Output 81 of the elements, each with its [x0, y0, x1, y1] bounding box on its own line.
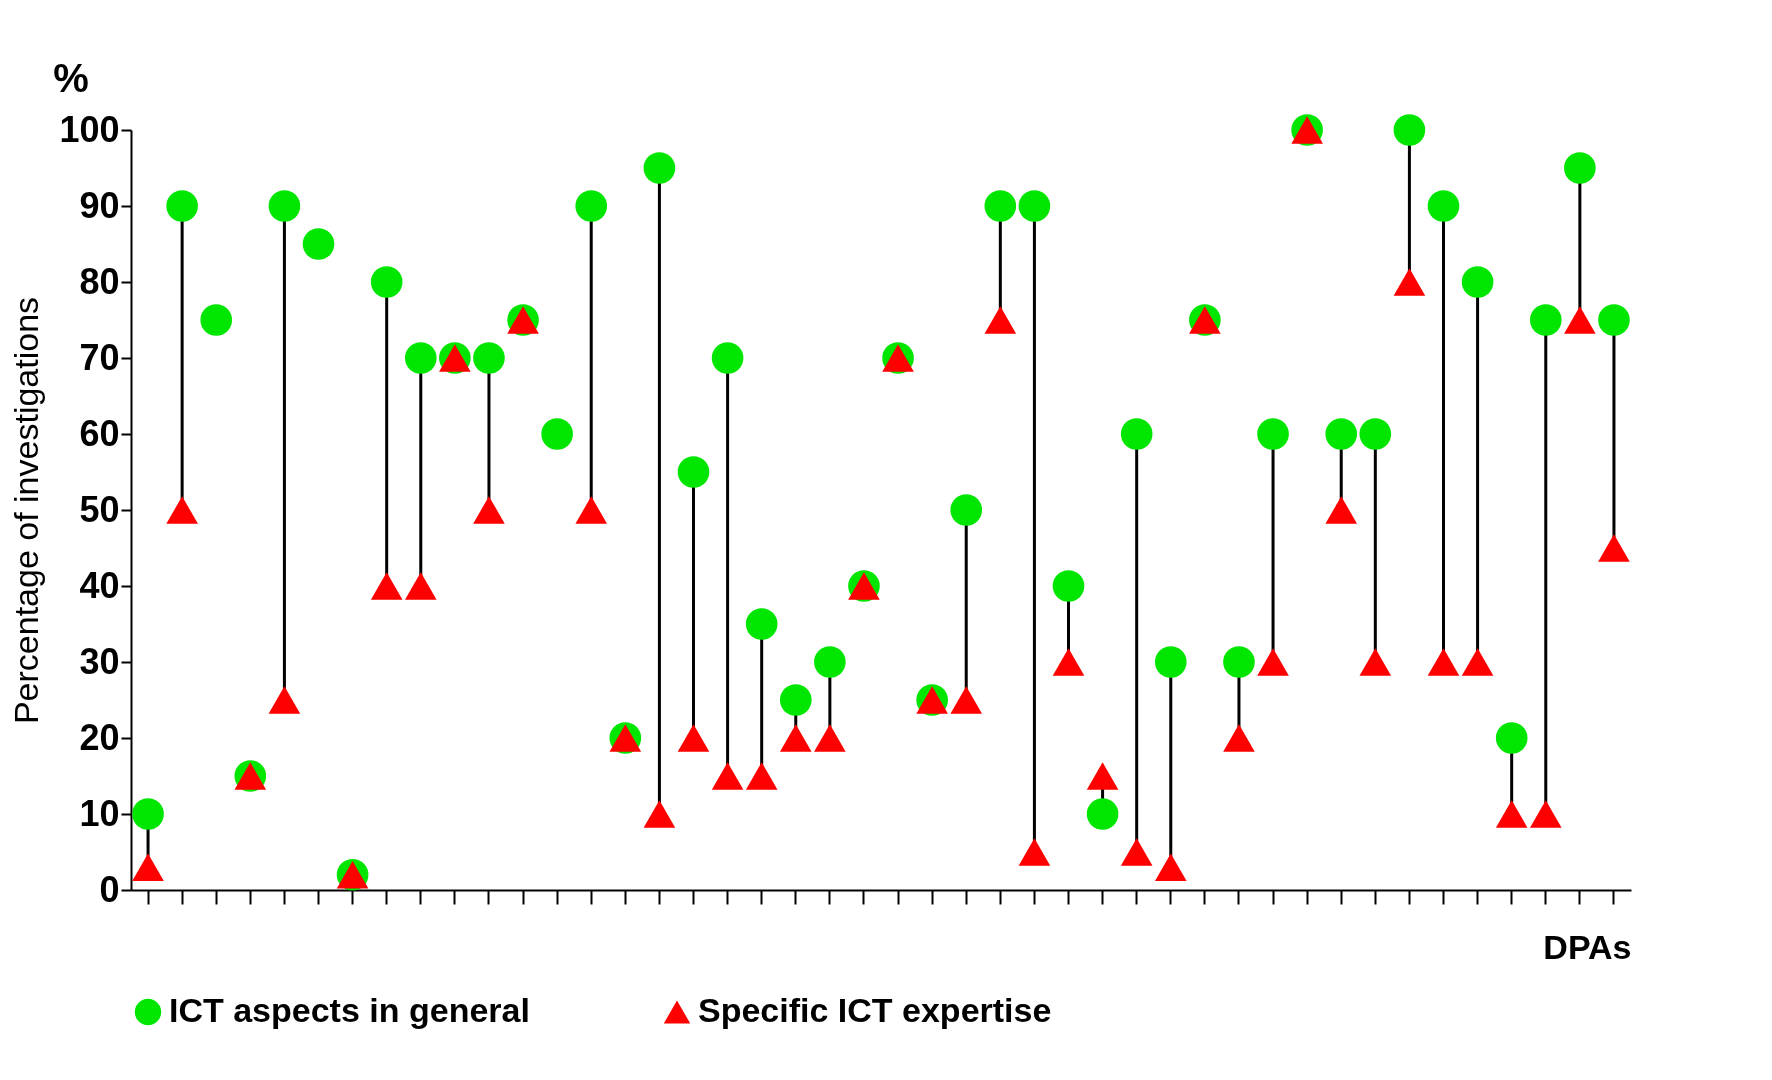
point [1427, 190, 1460, 222]
point [814, 646, 846, 678]
point [166, 496, 198, 524]
point [1018, 838, 1051, 866]
point [779, 724, 812, 752]
point [1052, 570, 1085, 602]
point [132, 853, 164, 881]
point [1564, 306, 1596, 334]
point [302, 228, 335, 260]
point [1495, 722, 1528, 754]
point [1223, 724, 1255, 752]
point [473, 496, 505, 524]
point [745, 762, 778, 790]
point [1086, 798, 1119, 830]
y-tick-label: 20 [79, 716, 120, 758]
point [575, 496, 608, 524]
point [950, 686, 983, 714]
point [200, 304, 233, 336]
point [132, 798, 164, 830]
y-tick-label: 90 [79, 184, 120, 226]
point [1598, 534, 1630, 562]
y-tick-label: 70 [79, 336, 120, 378]
point [1154, 646, 1187, 678]
text: % [53, 56, 89, 100]
point [1495, 800, 1528, 828]
point [745, 608, 778, 640]
point [541, 418, 573, 450]
point [1393, 268, 1426, 296]
point [473, 342, 505, 374]
legend-label: ICT aspects in general [169, 991, 530, 1029]
point [166, 190, 198, 222]
point [1461, 266, 1494, 298]
y-tick-label: 100 [59, 108, 120, 150]
point [1529, 304, 1562, 336]
point [1427, 648, 1460, 676]
y-tick-label: 30 [79, 640, 120, 682]
point [984, 190, 1017, 222]
point [404, 572, 437, 600]
point [1257, 418, 1289, 450]
point [984, 306, 1017, 334]
point [950, 494, 983, 526]
point [1018, 190, 1051, 222]
point [1120, 838, 1153, 866]
y-tick-label: 10 [79, 792, 120, 834]
point [1529, 800, 1562, 828]
point [643, 152, 676, 184]
y-tick-label: 0 [99, 868, 120, 910]
point [1461, 648, 1494, 676]
point [1052, 648, 1085, 676]
point [779, 684, 812, 716]
legend-label: Specific ICT expertise [698, 991, 1052, 1029]
y-tick-label: 80 [79, 260, 120, 302]
point [1359, 418, 1392, 450]
point [711, 762, 744, 790]
point [1393, 114, 1426, 146]
point [677, 724, 710, 752]
point [1564, 152, 1596, 184]
point [1223, 646, 1255, 678]
point [370, 266, 403, 298]
point [677, 456, 710, 488]
y-tick-label: 60 [79, 412, 120, 454]
point [1086, 762, 1119, 790]
point [1325, 418, 1358, 450]
point [1257, 648, 1289, 676]
point [268, 190, 301, 222]
y-axis-title: Percentage of investigations [7, 296, 46, 725]
x-axis-title: DPAs [1543, 927, 1632, 966]
point [643, 800, 676, 828]
point [1325, 496, 1358, 524]
point [814, 724, 846, 752]
y-tick-label: 40 [79, 564, 120, 606]
point [1154, 853, 1187, 881]
point [370, 572, 403, 600]
point [1598, 304, 1630, 336]
y-tick-label: 50 [79, 488, 120, 530]
point [268, 686, 301, 714]
point [1120, 418, 1153, 450]
point [575, 190, 608, 222]
point [1359, 648, 1392, 676]
point [711, 342, 744, 374]
point [404, 342, 437, 374]
